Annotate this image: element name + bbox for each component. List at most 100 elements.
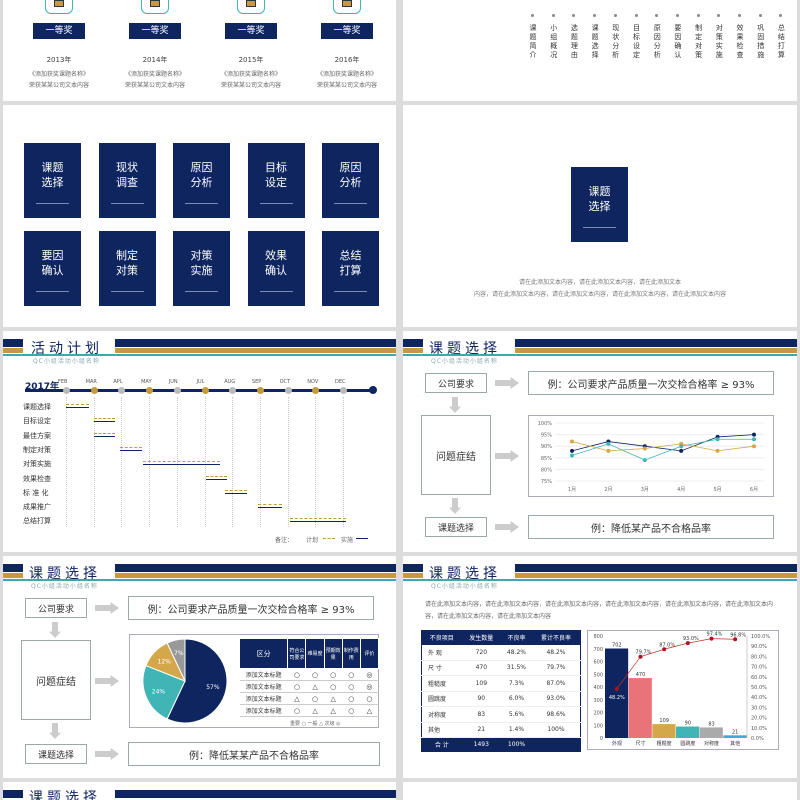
toc-item[interactable]: 目标设定 [633, 24, 640, 59]
award-title: 《添加获奖课题名称》 [28, 71, 89, 78]
table-cell: ○ [305, 692, 325, 705]
pareto-bar [605, 648, 629, 738]
toc-item[interactable]: 制定对策 [695, 24, 703, 59]
table-cell: △ [287, 692, 306, 705]
slide-subtitle: QC小组活动小组名称 [31, 583, 98, 590]
step-tile[interactable]: 总结打算 [322, 231, 379, 306]
step-tile[interactable]: 现状调查 [98, 143, 156, 218]
table-row: 尺 寸 470 31.5% 79.7% [421, 660, 581, 676]
toc-item[interactable]: 效果检查 [736, 24, 744, 59]
arrow-right-icon [495, 377, 519, 389]
y-tick-label: 90% [541, 444, 552, 450]
toc-item[interactable]: 选题理由 [570, 24, 578, 59]
toc-item[interactable]: 要因确认 [674, 24, 682, 59]
x-tick-label: 圆跳度 [680, 740, 695, 747]
y-tick-label: 200 [593, 711, 603, 717]
table-cell: 圆跳度 [421, 691, 462, 707]
topic-box: 课题选择 [25, 744, 87, 764]
table-header: 区分 [238, 638, 289, 669]
award-desc: 荣获某某公司文本内容 [28, 82, 89, 89]
actual-arrow-icon [356, 538, 368, 539]
plan-arrow-icon [323, 538, 335, 539]
award-year: 2016年 [334, 56, 360, 64]
actual-bar [120, 449, 142, 451]
table-row: 对称度 83 5.6% 98.6% [421, 706, 581, 723]
series-point [752, 432, 756, 437]
slide-awards[interactable]: 一等奖 2013年 《添加获奖课题名称》 荣获某某公司文本内容 一等奖 2014年 《添加获… [3, 0, 396, 101]
series-point [606, 441, 611, 446]
y2-tick-label: 60.0% [751, 675, 767, 681]
table-row: 添加文本标题 ○ △ △ ○ △ [239, 704, 379, 717]
month-gridline [343, 397, 344, 527]
plan-bar [206, 475, 227, 477]
y2-tick-label: 0.0% [751, 736, 764, 742]
step-tile[interactable]: 效果确认 [247, 231, 305, 306]
toc-item[interactable]: 总结打算 [777, 24, 785, 59]
x-tick-label: 6月 [750, 487, 758, 493]
total-cell [531, 737, 581, 752]
slide-pareto[interactable]: 课题选择 QC小组活动小组名称 请在此添加文本内容，请在此添加文本内容，请在此添… [403, 556, 797, 778]
arrow-right-icon [95, 748, 119, 760]
actual-bar [206, 478, 227, 480]
slide-toc[interactable]: 课题简介 小组概况 选题理由 课题选择 现状分析 目标设定 原因分析 要因确认 制定对策 对策实施… [403, 0, 797, 101]
table-header: 预期效果 [323, 638, 343, 669]
table-cell: 外 观 [421, 644, 462, 661]
toc-item[interactable]: 巩固措施 [757, 24, 765, 59]
slide-topic-line[interactable]: 课题选择 QC小组活动小组名称 公司要求 例：公司要求产品质量一次交检合格率 ≥… [403, 331, 797, 552]
series-point [570, 448, 574, 453]
bar-value-label: 83 [708, 721, 714, 727]
toc-item[interactable]: 课题选择 [591, 24, 599, 59]
step-tile[interactable]: 原因分析 [322, 143, 379, 218]
pie-slice [166, 638, 186, 682]
award-badge: 一等奖 [321, 23, 373, 39]
month-label: JUN [168, 379, 178, 385]
actual-bar [94, 435, 115, 437]
step-tile[interactable]: 要因确认 [24, 231, 81, 306]
table-cell: 98.6% [531, 706, 581, 723]
legend-note: 备注： [275, 537, 294, 544]
cumulative-line [616, 638, 736, 690]
table-cell: 93.0% [531, 691, 581, 707]
step-tile[interactable]: 课题选择 [24, 143, 81, 218]
step-tile[interactable]: 目标设定 [247, 143, 305, 218]
pie-panel [129, 634, 379, 728]
cumulative-label: 97.4% [707, 632, 723, 638]
example-req-box: 例：公司要求产品质量一次交检合格率 ≥ 93% [128, 596, 374, 620]
toc-dot [758, 14, 762, 17]
arrow-down-icon [449, 498, 461, 514]
cumulative-point [709, 636, 714, 641]
defect-table: 不良项目 发生数量 不良率 累计不良率外 观 720 48.2% 48.2% 尺 寸 470 31… [421, 630, 581, 752]
slide-topic-intro[interactable]: 课题选择 请在此添加文本内容，请在此添加文本内容，请在此添加文本 内容，请在此添… [403, 105, 797, 327]
pie-label: 57% [206, 684, 220, 691]
pareto-bar [676, 726, 700, 738]
toc-item[interactable]: 课题简介 [529, 24, 537, 59]
table-cell: 6.0% [500, 691, 532, 707]
cumulative-point [614, 686, 619, 691]
slide-tile-grid[interactable]: 课题选择 现状调查 原因分析 目标设定 原因分析 要因确认 制定对策 对策实施 效果确认 总结打算 [3, 105, 396, 327]
pareto-bar [699, 727, 723, 738]
toc-item[interactable]: 小组概况 [550, 24, 558, 59]
step-tile[interactable]: 对策实施 [173, 231, 230, 306]
topic-box: 课题选择 [425, 517, 487, 537]
slide-title: 课题选择 [429, 341, 501, 357]
y2-tick-label: 70.0% [751, 665, 767, 671]
evaluation-table: 区分 符合公司要求 难易度 预期效果 制作费用 评价 添加文本标题 ○ ○ ○ ○ ◎ 添加文本标题 ○ △… [238, 638, 380, 717]
award-desc: 荣获某某公司文本内容 [316, 82, 377, 89]
month-gridline [232, 397, 234, 527]
slide-activity-plan[interactable]: 活动计划 QC小组活动小组名称 2017年 FEB MAR APL MAY JUN JUL A… [3, 331, 396, 552]
slide-topic-bottom[interactable]: 课题选择 [3, 782, 396, 800]
bar-value-label: 702 [612, 642, 622, 648]
table-cell: 5.6% [500, 706, 532, 723]
timeline-end-dot [369, 386, 377, 394]
table-cell: △ [324, 704, 343, 717]
series-point [606, 448, 611, 453]
toc-item[interactable]: 对策实施 [715, 24, 723, 59]
table-cell: 尺 寸 [421, 660, 462, 676]
toc-item[interactable]: 原因分析 [653, 24, 661, 59]
arrow-right-icon [495, 450, 519, 462]
step-tile[interactable]: 制定对策 [98, 231, 156, 306]
slide-topic-pie[interactable]: 课题选择 QC小组活动小组名称 公司要求 例：公司要求产品质量一次交检合格率 ≥… [3, 556, 396, 778]
toc-item[interactable]: 现状分析 [612, 24, 620, 59]
step-tile[interactable]: 原因分析 [173, 143, 230, 218]
total-row: 合 计 1493 100% [421, 737, 581, 752]
